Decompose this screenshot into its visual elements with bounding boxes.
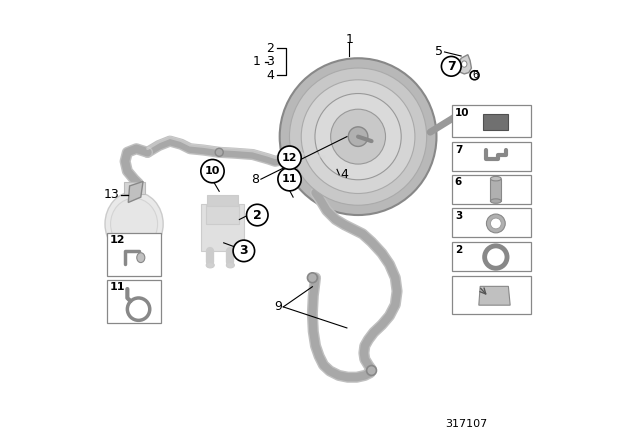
Ellipse shape [111, 198, 157, 250]
Text: 11: 11 [282, 174, 298, 184]
Circle shape [201, 159, 224, 183]
Bar [108, 280, 161, 323]
Text: 1: 1 [345, 33, 353, 46]
Bar [452, 142, 531, 171]
Ellipse shape [315, 94, 401, 180]
Circle shape [278, 146, 301, 169]
Ellipse shape [461, 61, 467, 67]
Ellipse shape [490, 199, 501, 203]
Polygon shape [458, 55, 472, 74]
Text: 12: 12 [110, 235, 125, 245]
Ellipse shape [490, 218, 501, 229]
Text: 7: 7 [447, 60, 456, 73]
Bar [206, 204, 239, 224]
Bar [108, 233, 161, 276]
Text: 11: 11 [110, 282, 125, 292]
Bar [452, 276, 531, 314]
Circle shape [278, 168, 301, 191]
Bar [452, 242, 531, 271]
Ellipse shape [490, 177, 501, 181]
Circle shape [442, 56, 461, 76]
Ellipse shape [348, 127, 368, 146]
Ellipse shape [105, 192, 163, 256]
Text: 2: 2 [253, 208, 262, 222]
Bar [207, 195, 237, 206]
Text: 10: 10 [455, 108, 469, 118]
Ellipse shape [227, 263, 234, 268]
Ellipse shape [289, 68, 427, 205]
Bar [452, 208, 531, 237]
Text: 8: 8 [252, 172, 260, 186]
Bar [452, 105, 531, 137]
Text: 9: 9 [274, 300, 282, 314]
Text: 2: 2 [266, 42, 274, 55]
Text: 3: 3 [455, 211, 462, 221]
Circle shape [233, 240, 255, 262]
Ellipse shape [331, 109, 385, 164]
Text: 10: 10 [205, 166, 220, 176]
Text: 6: 6 [472, 70, 479, 80]
Ellipse shape [470, 71, 479, 80]
Text: 3: 3 [239, 244, 248, 258]
Ellipse shape [307, 273, 317, 283]
Ellipse shape [280, 58, 436, 215]
Ellipse shape [301, 80, 415, 194]
Text: 12: 12 [282, 153, 298, 163]
Text: 2: 2 [455, 245, 462, 254]
Text: 5: 5 [435, 45, 443, 59]
Text: 13: 13 [104, 188, 119, 202]
Ellipse shape [137, 253, 145, 263]
Bar [124, 182, 145, 194]
Text: 7: 7 [455, 145, 462, 155]
Bar [452, 175, 531, 204]
Ellipse shape [486, 214, 505, 233]
Ellipse shape [291, 154, 300, 162]
Text: 4: 4 [266, 69, 274, 82]
Text: 4: 4 [340, 168, 348, 181]
Bar [483, 113, 508, 129]
Text: 3: 3 [266, 55, 274, 69]
Ellipse shape [367, 366, 376, 375]
Polygon shape [479, 286, 510, 305]
Bar [490, 179, 501, 201]
Text: 1: 1 [253, 55, 260, 69]
Ellipse shape [215, 148, 223, 156]
Circle shape [246, 204, 268, 226]
Text: 6: 6 [455, 177, 462, 187]
Ellipse shape [206, 263, 214, 268]
Polygon shape [128, 181, 143, 202]
Bar [202, 204, 244, 251]
Text: 317107: 317107 [445, 419, 488, 429]
